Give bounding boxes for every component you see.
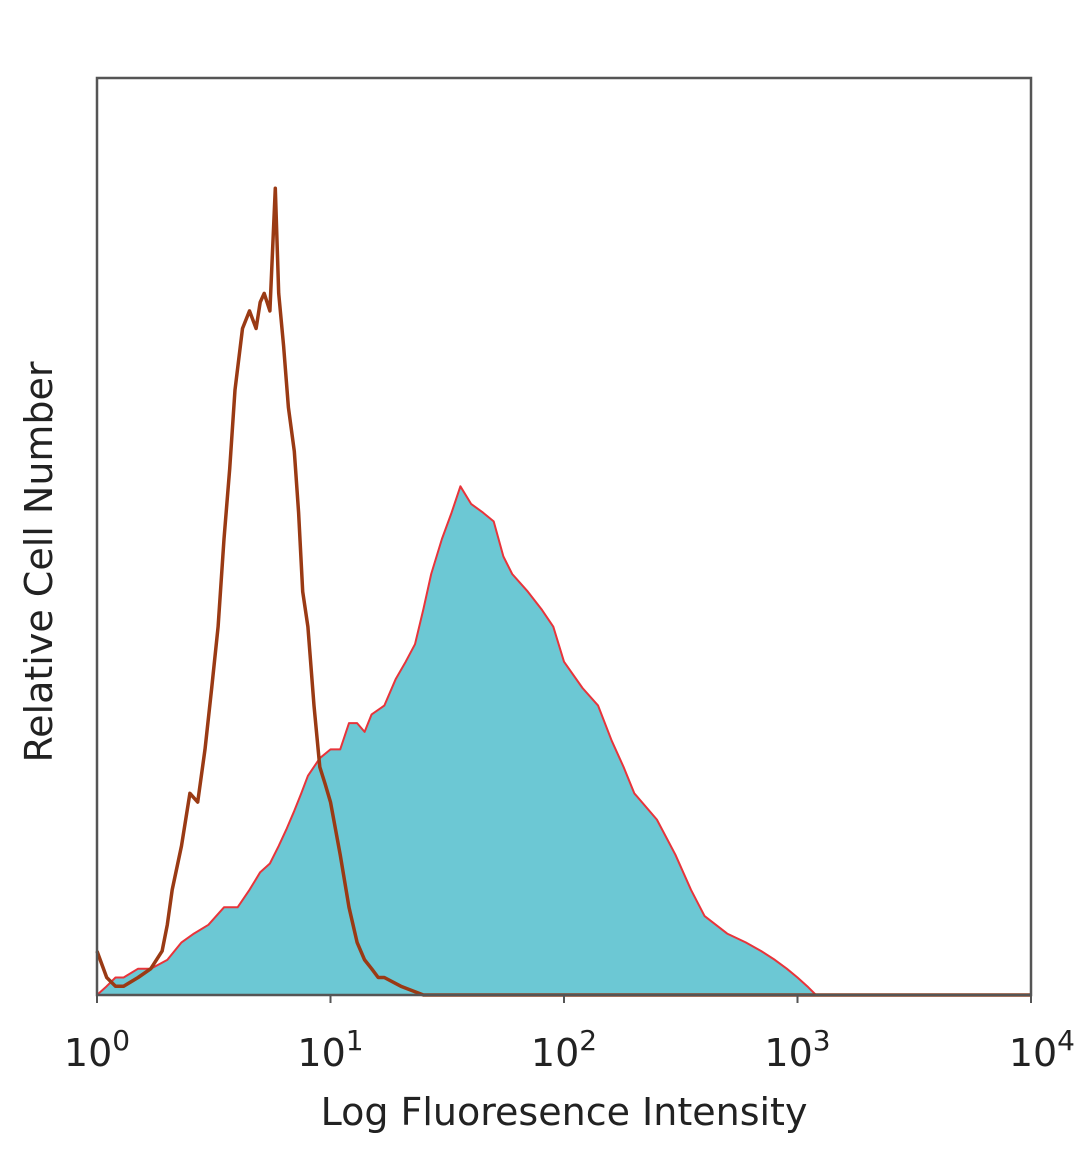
x-tick-label: 102 [531,1024,597,1075]
series-0-line [96,485,1031,996]
series-1-line [95,186,1031,997]
x-tick-label: 103 [764,1024,830,1075]
series-0-area [97,486,1031,995]
x-tick-label: 104 [1009,1024,1075,1075]
x-tick-label: 101 [297,1024,363,1075]
y-axis-label: Relative Cell Number [17,361,61,762]
x-axis-label: Log Fluoresence Intensity [321,1090,808,1134]
plot-area [95,186,1031,997]
x-axis-ticks: 100 101 102 103 104 [64,995,1075,1075]
x-tick-label: 100 [64,1024,130,1075]
